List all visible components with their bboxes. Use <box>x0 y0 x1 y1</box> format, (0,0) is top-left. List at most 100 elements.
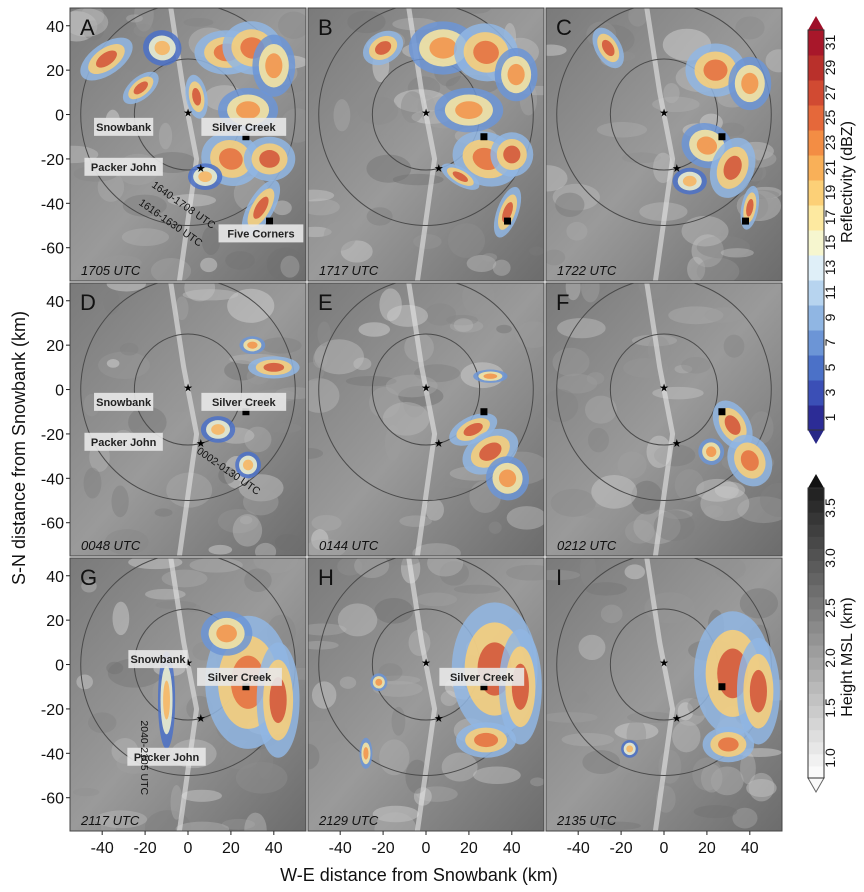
reflectivity-tick-label: 15 <box>822 235 838 251</box>
silver-creek-square-icon <box>480 133 488 141</box>
terrain-patch <box>529 246 544 256</box>
site-label-box <box>84 432 163 451</box>
reflectivity-swatch <box>808 30 824 56</box>
terrain-patch <box>595 821 641 830</box>
terrain-patch <box>546 249 566 266</box>
panel-time: 0048 UTC <box>81 538 141 553</box>
x-tick-label: -40 <box>567 840 590 857</box>
site-label-box <box>439 667 525 686</box>
height-swatch <box>808 608 824 622</box>
colorbars: 1357911131517192123252729311.01.52.02.53… <box>807 16 838 794</box>
reflectivity-swatch <box>808 405 824 431</box>
reflectivity-tick-label: 9 <box>822 313 838 321</box>
panel-letter: G <box>80 565 97 590</box>
terrain-patch <box>232 514 263 547</box>
terrain-patch <box>714 558 746 581</box>
terrain-patch <box>449 319 484 333</box>
x-tick-label: 40 <box>265 840 283 857</box>
packer-john-star-icon: ★ <box>672 438 682 450</box>
site-label-silver_creek: Silver Creek <box>212 397 276 409</box>
echo-cell <box>122 71 159 105</box>
terrain-patch <box>403 388 426 418</box>
terrain-patch <box>391 706 406 736</box>
echo-strong <box>479 442 502 461</box>
snowbank-star-icon: ★ <box>421 382 431 394</box>
height-tick-label: 3.0 <box>822 548 838 568</box>
terrain-patch <box>375 134 394 151</box>
height-swatch <box>808 584 824 598</box>
panel-frame <box>307 282 545 557</box>
reflectivity-bottom-arrow <box>808 430 824 444</box>
packer-john-star-icon: ★ <box>434 713 444 725</box>
terrain-patch <box>239 515 253 525</box>
terrain-patch <box>166 733 194 749</box>
terrain-patch <box>379 739 410 776</box>
terrain-patch <box>546 569 581 581</box>
terrain-patch <box>175 821 230 831</box>
terrain-patch <box>584 395 617 424</box>
terrain-patch <box>311 681 337 709</box>
terrain-patch <box>392 173 444 186</box>
echo-strong <box>263 362 285 372</box>
site-label-box <box>201 392 287 411</box>
height-top-arrow <box>808 474 824 488</box>
echo-cell <box>370 673 388 692</box>
terrain-patch <box>466 255 497 273</box>
panel-time: 1717 UTC <box>319 263 379 278</box>
terrain-patch <box>703 505 724 518</box>
terrain-patch <box>244 426 272 453</box>
height-swatch <box>808 693 824 706</box>
y-tick-label: 20 <box>46 613 64 630</box>
terrain-patch <box>70 11 98 42</box>
height-colorbar-label: Height MSL (km) <box>839 597 856 716</box>
height-swatch <box>808 500 824 513</box>
terrain-patch <box>674 364 693 374</box>
terrain-patch <box>88 712 117 733</box>
terrain-patch <box>366 207 393 226</box>
terrain-patch <box>311 529 329 550</box>
terrain-patch <box>308 189 335 202</box>
terrain-patch <box>308 640 339 650</box>
echo-strong <box>503 145 521 164</box>
echo-cell <box>241 180 281 236</box>
terrain-patch <box>506 506 544 530</box>
reflectivity-colorbar-label: Reflectivity (dBZ) <box>839 121 856 243</box>
terrain-patch <box>393 89 448 113</box>
terrain-valley <box>168 283 200 556</box>
five-corners-square-icon <box>742 217 750 225</box>
terrain-patch <box>366 154 412 183</box>
site-label-box <box>218 224 304 243</box>
terrain-patch <box>586 372 605 385</box>
terrain-patch <box>765 49 782 73</box>
terrain-patch <box>424 303 457 326</box>
terrain-patch <box>653 510 695 542</box>
terrain-patch <box>80 8 105 26</box>
panel-h: ★ ★ Silver Creek H 2129 UTC <box>307 557 545 832</box>
terrain-patch <box>407 76 441 100</box>
terrain-patch <box>337 603 378 637</box>
terrain-patch <box>278 11 306 39</box>
terrain-patch <box>76 674 93 690</box>
snowbank-star-icon: ★ <box>421 657 431 669</box>
reflectivity-tick-label: 27 <box>822 85 838 101</box>
y-tick-label: -60 <box>41 241 64 258</box>
terrain-patch <box>662 509 693 520</box>
range-ring <box>609 333 719 446</box>
terrain-patch <box>266 247 304 281</box>
terrain-patch <box>260 337 302 354</box>
height-swatch <box>808 572 824 586</box>
echo-strong <box>706 446 717 457</box>
panel-frame <box>69 282 307 557</box>
terrain-patch <box>546 389 579 423</box>
terrain-patch <box>181 789 223 802</box>
terrain-patch <box>354 558 390 579</box>
echo-cell <box>248 356 300 379</box>
terrain-patch <box>453 318 474 332</box>
terrain-patch <box>739 588 779 619</box>
terrain-patch <box>672 720 701 753</box>
terrain-patch <box>308 447 324 459</box>
